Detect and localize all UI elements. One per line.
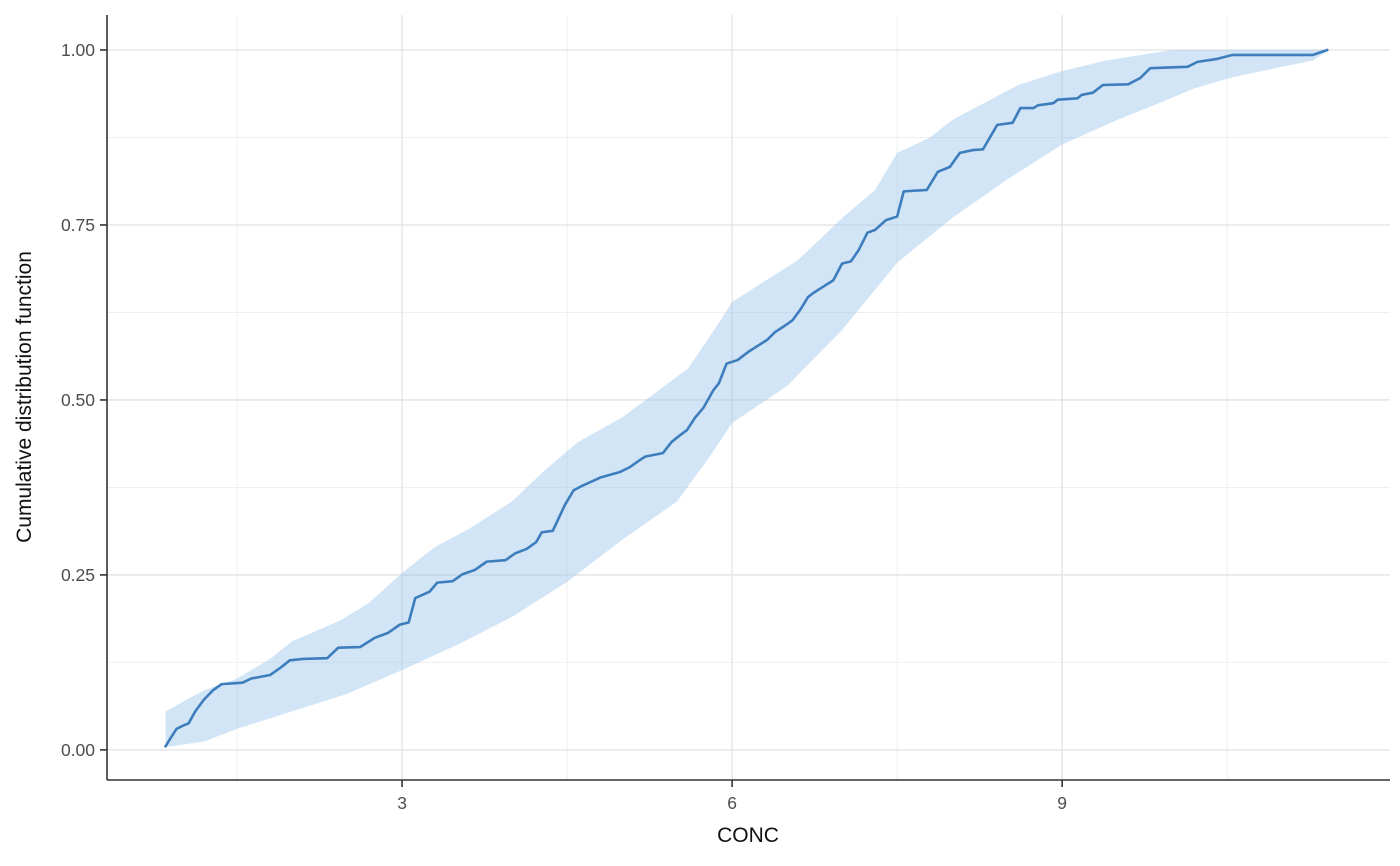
x-tick-label: 6: [727, 793, 737, 813]
x-tick-label: 3: [397, 793, 407, 813]
confidence-band: [165, 49, 1328, 748]
y-tick-label: 0.50: [61, 390, 95, 410]
tick-labels: 3 6 9 0.00 0.25 0.50 0.75 1.00: [61, 40, 1067, 813]
grid-minor-lines: [107, 15, 1390, 780]
x-tick-label: 9: [1057, 793, 1067, 813]
y-tick-label: 1.00: [61, 40, 95, 60]
chart-geometries: [164, 48, 1329, 748]
y-tick-label: 0.25: [61, 565, 95, 585]
cdf-line: [164, 48, 1329, 748]
axis-lines-and-ticks: [100, 15, 1390, 787]
grid-major-lines: [107, 15, 1390, 780]
y-tick-label: 0.75: [61, 215, 95, 235]
y-axis-title: Cumulative distribution function: [13, 251, 36, 543]
y-tick-label: 0.00: [61, 740, 95, 760]
x-axis-title: CONC: [717, 824, 779, 847]
